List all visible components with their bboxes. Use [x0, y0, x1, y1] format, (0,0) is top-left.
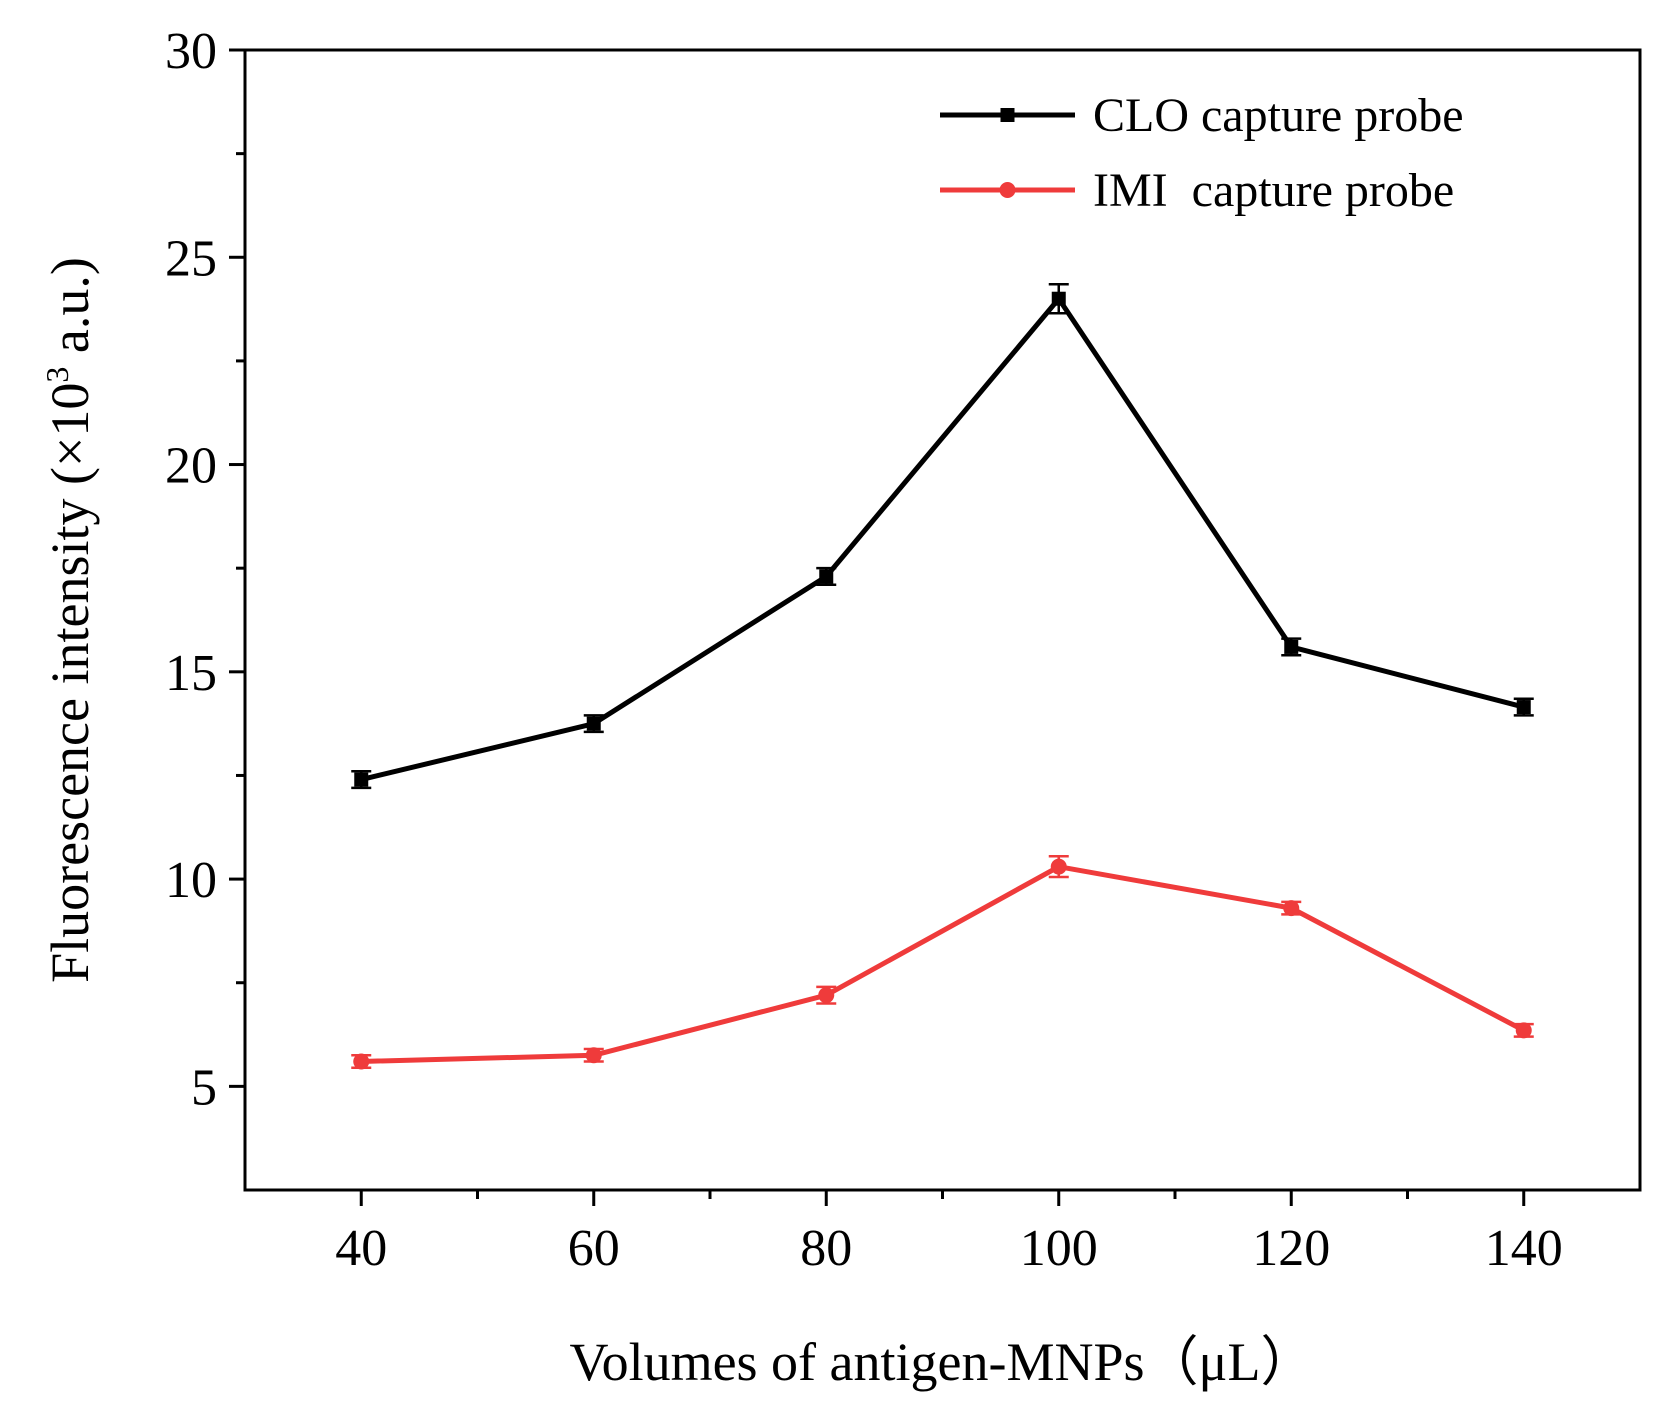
- legend-marker: [1000, 108, 1015, 122]
- data-point: [1284, 639, 1299, 654]
- data-point: [1051, 291, 1066, 306]
- data-point: [586, 716, 601, 731]
- y-tick-label: 10: [165, 852, 217, 909]
- y-tick-label: 25: [165, 230, 217, 287]
- x-tick-label: 100: [1020, 1220, 1098, 1277]
- y-tick-label: 20: [165, 438, 217, 495]
- x-tick-label: 140: [1485, 1220, 1563, 1277]
- data-point: [585, 1047, 602, 1064]
- y-tick-label: 30: [165, 23, 217, 80]
- data-point: [353, 1053, 370, 1070]
- x-tick-label: 60: [568, 1220, 620, 1277]
- legend-label: IMI capture probe: [1093, 164, 1454, 217]
- x-tick-label: 120: [1252, 1220, 1330, 1277]
- y-axis-title-sup: 3: [39, 367, 75, 383]
- legend-marker: [999, 182, 1016, 198]
- data-point: [1515, 1022, 1532, 1039]
- x-tick-label: 40: [335, 1220, 387, 1277]
- x-axis-ticks: 40 60 80 100 120 140: [335, 1190, 1563, 1277]
- data-point: [354, 772, 369, 787]
- data-point: [1516, 700, 1531, 715]
- x-tick-label: 80: [800, 1220, 852, 1277]
- data-point: [819, 569, 834, 584]
- y-axis-title-main: Fluorescence intensity (×10: [40, 383, 100, 983]
- legend-label: CLO capture probe: [1093, 89, 1464, 142]
- data-point: [1050, 858, 1067, 875]
- y-axis-ticks: 5 10 15 20 25 30: [165, 23, 245, 1116]
- legend-item: CLO capture probe: [940, 89, 1464, 142]
- series-layer: [351, 282, 1534, 1070]
- legend: CLO capture probe IMI capture probe: [940, 89, 1464, 217]
- x-axis-title: Volumes of antigen-MNPs（μL）: [570, 1332, 1315, 1392]
- y-tick-label: 15: [165, 645, 217, 702]
- data-point: [818, 987, 835, 1004]
- y-axis-title: Fluorescence intensity (×103 a.u.): [39, 257, 100, 983]
- plot-frame: [243, 48, 1642, 1192]
- y-tick-label: 5: [191, 1059, 217, 1116]
- legend-item: IMI capture probe: [940, 164, 1454, 217]
- y-axis-title-end: a.u.): [40, 257, 100, 366]
- series-imi: [351, 855, 1534, 1070]
- data-point: [1283, 900, 1300, 917]
- series-line: [360, 296, 1525, 783]
- series-line: [361, 864, 1525, 1064]
- series-clo: [351, 282, 1534, 790]
